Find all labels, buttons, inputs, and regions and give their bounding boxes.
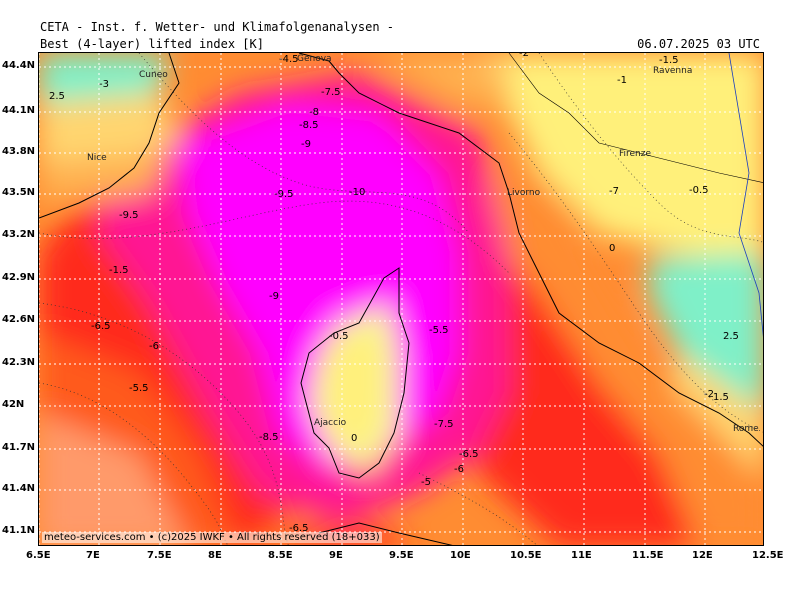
lat-tick-label: 41.4N: [2, 483, 36, 494]
contour-value-label: -1: [617, 75, 627, 86]
city-label: Ravenna: [653, 66, 692, 76]
contour-value-label: 2.5: [49, 91, 65, 102]
city-label: Livorno: [507, 188, 541, 198]
contour-labels: -4.52.5-3-2-1.5-1-7.5-8-8.5-9-10-9.5-6.5…: [49, 53, 739, 534]
lon-tick-label: 10.5E: [510, 550, 542, 561]
parameter-title: Best (4-layer) lifted index [K]: [40, 37, 264, 51]
lat-tick-label: 42.6N: [2, 314, 36, 325]
contour-value-label: -3: [99, 79, 109, 90]
lat-lon-grid: [39, 53, 763, 545]
contour-value-label: -9.5: [274, 189, 294, 200]
contour-value-label: -5: [421, 477, 431, 488]
lat-tick-label: 43.5N: [2, 187, 36, 198]
contour-value-label: -9.5: [119, 210, 139, 221]
lon-tick-label: 7E: [86, 550, 100, 561]
lat-tick-label: 42.9N: [2, 272, 36, 283]
contour-value-label: -9: [269, 291, 279, 302]
city-label: Nice: [87, 153, 107, 163]
lon-tick-label: 7.5E: [147, 550, 172, 561]
contour-value-label: -1.5: [109, 265, 129, 276]
city-label: Rome: [733, 424, 759, 434]
contour-value-label: -6: [454, 464, 464, 475]
contour-value-label: -6: [149, 341, 159, 352]
contour-value-label: 0: [351, 433, 357, 444]
lat-tick-label: 42.3N: [2, 357, 36, 368]
contour-value-label: -8.5: [299, 120, 319, 131]
lon-tick-label: 12E: [692, 550, 713, 561]
contour-value-label: -4.5: [279, 54, 299, 65]
lat-tick-label: 41.1N: [2, 525, 36, 536]
contour-value-label: 1.5: [713, 392, 729, 403]
lon-tick-label: 11E: [571, 550, 592, 561]
city-label: Ajaccio: [314, 418, 347, 428]
city-labels: Genova Cuneo Ravenna Nice Firenze Livorno Ajac…: [87, 54, 759, 434]
valid-time: 06.07.2025 03 UTC: [637, 37, 760, 51]
contour-value-label: -0.5: [329, 331, 349, 342]
institute-title: CETA - Inst. f. Wetter- und Klimafolgena…: [40, 20, 395, 34]
lon-tick-label: 9E: [329, 550, 343, 561]
lon-tick-label: 8E: [208, 550, 222, 561]
contour-value-label: -9: [301, 139, 311, 150]
contour-value-label: -6.5: [289, 523, 309, 534]
contour-value-label: -7.5: [321, 87, 341, 98]
lon-tick-label: 12.5E: [752, 550, 784, 561]
contour-lines: [39, 53, 763, 545]
lat-tick-label: 44.4N: [2, 60, 36, 71]
lon-tick-label: 11.5E: [632, 550, 664, 561]
contour-value-label: -7: [609, 186, 619, 197]
lat-tick-label: 42N: [2, 399, 25, 410]
lat-tick-label: 43.8N: [2, 146, 36, 157]
contour-value-label: -5.5: [129, 383, 149, 394]
contour-value-label: -5.5: [429, 325, 449, 336]
lon-tick-label: 9.5E: [389, 550, 414, 561]
contour-value-label: -1.5: [659, 55, 679, 66]
city-label: Cuneo: [139, 70, 168, 80]
contour-value-label: -8.5: [259, 432, 279, 443]
lon-tick-label: 6.5E: [26, 550, 51, 561]
coastlines: [39, 53, 763, 545]
shaded-field: [39, 53, 763, 545]
contour-value-label: -7.5: [434, 419, 454, 430]
lat-tick-label: 44.1N: [2, 105, 36, 116]
city-label: Genova: [297, 54, 332, 64]
lon-tick-label: 10E: [450, 550, 471, 561]
map-panel: -4.5 2.5 -3 -2 -1.5 -1 -7.5 -8 -8.5 -9 -10 -9.5 -6.5…: [38, 52, 764, 546]
contour-value-label: -6.5: [91, 321, 111, 332]
contour-value-label: -8: [309, 107, 319, 118]
contour-value-label: 0: [609, 243, 615, 254]
contour-value-label: -6.5: [459, 449, 479, 460]
copyright-footer: meteo-services.com • (c)2025 IWKF • All …: [42, 532, 382, 543]
contour-value-label: -0.5: [689, 185, 709, 196]
lat-tick-label: 43.2N: [2, 229, 36, 240]
contour-value-label: -2: [519, 53, 529, 59]
city-label: Firenze: [619, 149, 651, 159]
lat-tick-label: 41.7N: [2, 442, 36, 453]
contour-value-label: -10: [349, 187, 365, 198]
contour-value-label: 2.5: [723, 331, 739, 342]
lifted-index-map: -4.52.5-3-2-1.5-1-7.5-8-8.5-9-10-9.5-6.5…: [39, 53, 763, 545]
contour-value-label: -2: [704, 389, 714, 400]
lon-tick-label: 8.5E: [268, 550, 293, 561]
